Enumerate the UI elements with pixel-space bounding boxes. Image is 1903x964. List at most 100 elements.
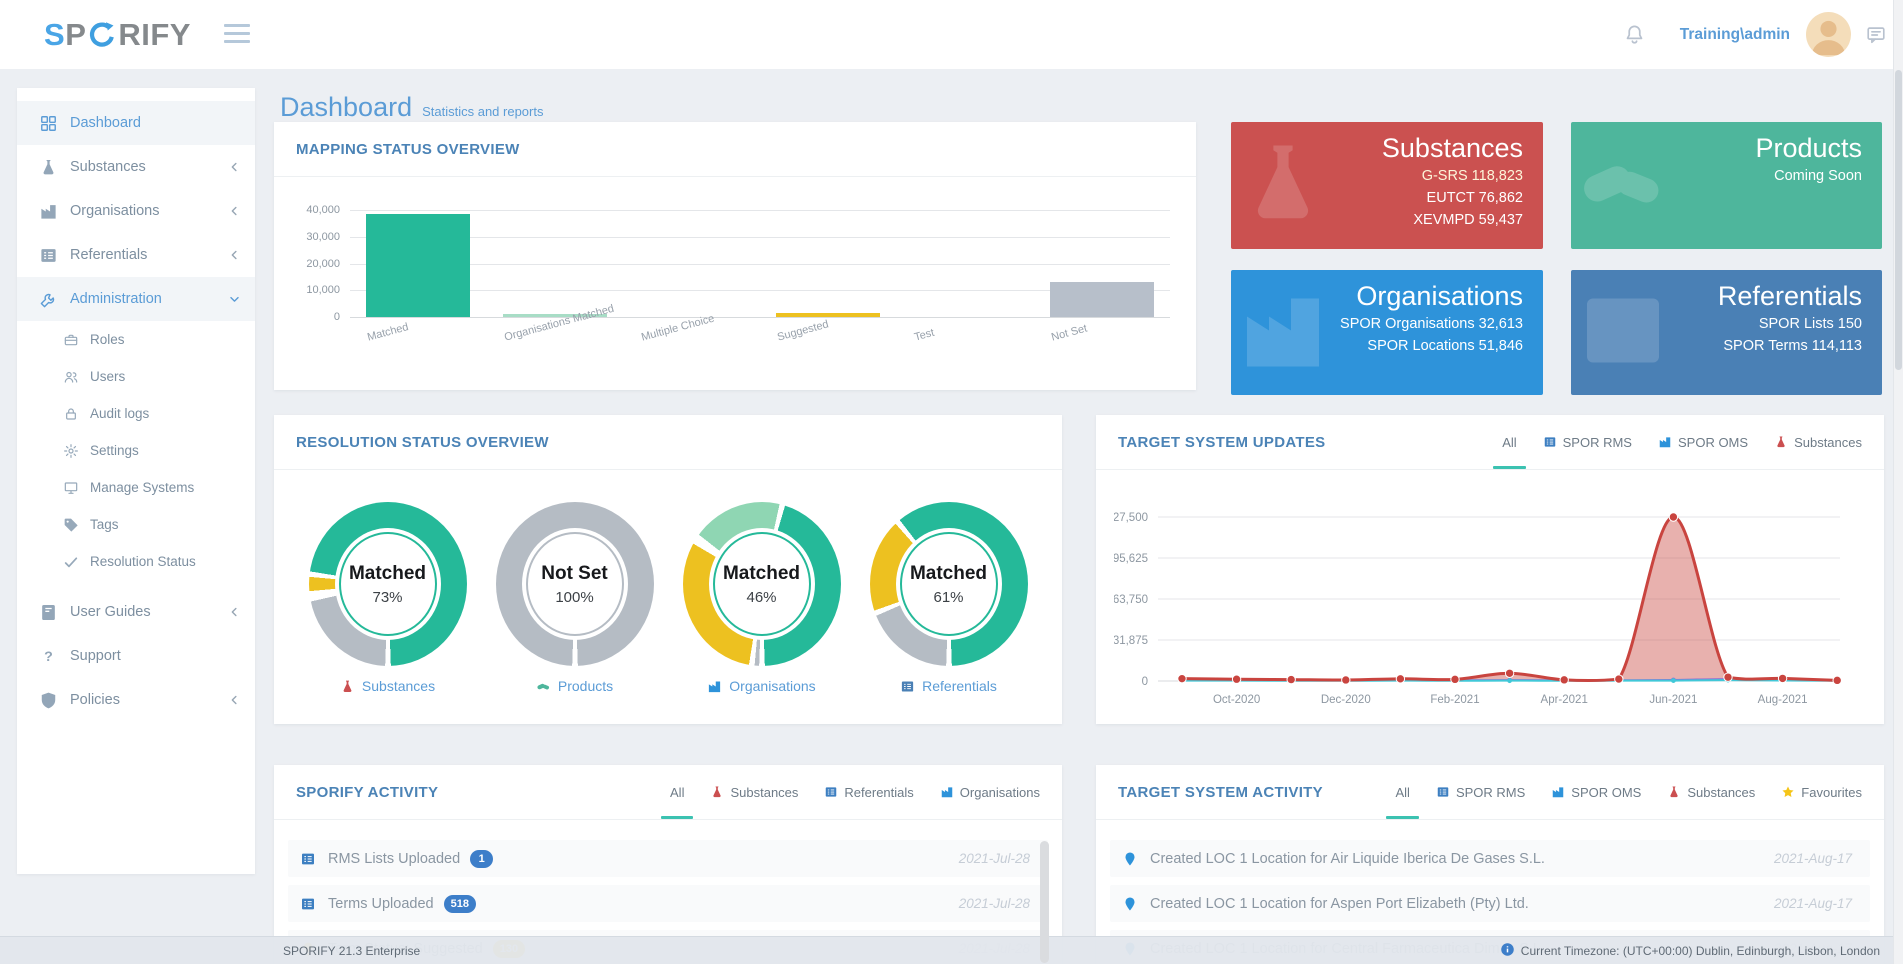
notifications-bell-icon[interactable]: [1623, 23, 1646, 46]
donut-caption-substances[interactable]: Substances: [340, 678, 435, 694]
stat-card-referentials[interactable]: Referentials SPOR Lists 150 SPOR Terms 114…: [1571, 270, 1882, 395]
tab-referentials[interactable]: Referentials: [824, 765, 914, 819]
tab-label: Organisations: [959, 784, 1040, 800]
gear-icon: [64, 443, 78, 458]
gridline: [350, 317, 1170, 318]
bar-suggested[interactable]: [776, 312, 881, 317]
sync-arrows-icon: [90, 21, 115, 47]
stat-card-substances[interactable]: Substances G-SRS 118,823 EUTCT 76,862 XEVMP…: [1231, 122, 1543, 249]
chevron-left-icon: [228, 694, 241, 707]
sidebar-item-label: Support: [70, 648, 121, 664]
sidebar-item-label: Administration: [70, 291, 162, 307]
bar-matched[interactable]: [366, 214, 471, 317]
sidebar-item-policies[interactable]: Policies: [17, 678, 255, 722]
activity-row[interactable]: Created LOC 1 Location for Aspen Port El…: [1110, 885, 1870, 922]
sidebar-subitem-manage-systems[interactable]: Manage Systems: [17, 469, 255, 506]
tab-favourites[interactable]: Favourites: [1781, 765, 1862, 819]
chevron-down-icon: [228, 293, 241, 306]
donut-caption-referentials[interactable]: Referentials: [900, 678, 997, 694]
logo-letter-p: P: [65, 16, 87, 52]
donut-caption-label: Referentials: [922, 678, 997, 694]
svg-text:Apr-2021: Apr-2021: [1541, 694, 1588, 706]
donut-chart[interactable]: Matched 46%: [682, 502, 841, 666]
chat-icon[interactable]: [1865, 24, 1887, 46]
tab-all[interactable]: All: [660, 765, 695, 819]
sidebar-item-support[interactable]: ? Support: [17, 634, 255, 678]
donut-caption-organisations[interactable]: Organisations: [707, 678, 816, 694]
tab-spor-oms[interactable]: SPOR OMS: [1658, 415, 1748, 469]
sidebar-subitem-users[interactable]: Users: [17, 358, 255, 395]
sidebar-subitem-audit-logs[interactable]: Audit logs: [17, 395, 255, 432]
card-metric: SPOR Terms 114,113: [1723, 337, 1862, 354]
activity-row[interactable]: Terms Uploaded 518 2021-Jul-28: [288, 885, 1048, 922]
list-icon: [826, 787, 837, 797]
list-scrollbar[interactable]: [1040, 841, 1049, 963]
activity-row[interactable]: Created LOC 1 Location for Air Liquide I…: [1110, 840, 1870, 877]
sidebar-item-organisations[interactable]: Organisations: [17, 189, 255, 233]
page-scrollbar[interactable]: [1893, 0, 1903, 964]
stat-card-organisations[interactable]: Organisations SPOR Organisations 32,613 SP…: [1231, 270, 1543, 395]
panel-title: MAPPING STATUS OVERVIEW: [296, 140, 520, 158]
tab-spor-oms[interactable]: SPOR OMS: [1551, 765, 1641, 819]
activity-text: Created LOC 1 Location for Air Liquide I…: [1150, 850, 1545, 867]
svg-text:0: 0: [1142, 676, 1148, 688]
donut-caption-products[interactable]: Products: [536, 678, 613, 694]
donut-percentage: 61%: [933, 588, 964, 606]
tab-substances[interactable]: Substances: [710, 765, 798, 819]
activity-row[interactable]: RMS Lists Uploaded 1 2021-Jul-28: [288, 840, 1048, 877]
donut-chart[interactable]: Matched 61%: [869, 502, 1028, 666]
sidebar-subitem-resolution-status[interactable]: Resolution Status: [17, 543, 255, 580]
avatar[interactable]: [1806, 12, 1851, 57]
tab-spor-rms[interactable]: SPOR RMS: [1436, 765, 1525, 819]
monitor-icon: [64, 481, 78, 494]
donut-chart[interactable]: Not Set 100%: [495, 502, 654, 666]
count-badge: 1: [470, 849, 494, 868]
donut-organisations: Matched 46% Organisations: [682, 502, 841, 694]
bar-organisations-matched[interactable]: [503, 314, 607, 317]
card-body: Referentials SPOR Lists 150 SPOR Terms 114…: [1718, 279, 1862, 358]
tab-all[interactable]: All: [1386, 765, 1420, 819]
sidebar-item-substances[interactable]: Substances: [17, 145, 255, 189]
info-icon: [1500, 942, 1515, 960]
sidebar-item-dashboard[interactable]: Dashboard: [17, 101, 255, 145]
panel-header: SPORIFY ACTIVITY All Substances Referentia…: [274, 765, 1062, 820]
tab-spor-rms[interactable]: SPOR RMS: [1543, 415, 1632, 469]
tab-label: SPOR OMS: [1571, 784, 1642, 800]
page-title: Dashboard Statistics and reports: [280, 92, 543, 123]
tab-substances[interactable]: Substances: [1667, 765, 1755, 819]
tab-label: Favourites: [1801, 784, 1862, 800]
lock-icon: [66, 407, 76, 420]
sidebar-item-user-guides[interactable]: User Guides: [17, 590, 255, 634]
book-icon: [42, 604, 55, 620]
tab-organisations[interactable]: Organisations: [940, 765, 1040, 819]
card-watermark-list: [1575, 282, 1671, 383]
page-title-text: Dashboard: [280, 92, 413, 122]
sidebar-item-referentials[interactable]: Referentials: [17, 233, 255, 277]
sidebar-item-label: Organisations: [70, 203, 160, 219]
svg-text:Aug-2021: Aug-2021: [1758, 694, 1808, 706]
question-icon: ?: [44, 648, 53, 664]
tab-all[interactable]: All: [1492, 415, 1527, 469]
card-watermark-flask: [1235, 135, 1331, 236]
stat-card-products[interactable]: Products Coming Soon: [1571, 122, 1882, 249]
page-scrollbar-thumb[interactable]: [1895, 70, 1902, 370]
panel-header: TARGET SYSTEM UPDATES All SPOR RMS SPOR OM…: [1096, 415, 1884, 470]
list-icon: [1544, 437, 1555, 447]
sidebar-subitem-label: Resolution Status: [90, 554, 196, 569]
user-menu[interactable]: Training\admin: [1679, 25, 1790, 43]
bar-not-set[interactable]: [1049, 282, 1154, 317]
donut-chart[interactable]: Matched 73%: [308, 502, 467, 666]
sidebar-item-administration[interactable]: Administration: [17, 277, 255, 321]
sidebar-subitem-tags[interactable]: Tags: [17, 506, 255, 543]
briefcase-icon: [64, 334, 78, 345]
tab-substances[interactable]: Substances: [1774, 415, 1862, 469]
tab-label: SPOR OMS: [1677, 434, 1749, 450]
target-system-activity-panel: TARGET SYSTEM ACTIVITY All SPOR RMS SPOR O…: [1096, 765, 1884, 964]
menu-toggle-icon[interactable]: [224, 24, 250, 44]
sidebar-subitem-settings[interactable]: Settings: [17, 432, 255, 469]
card-metric: SPOR Lists 150: [1758, 316, 1862, 333]
donut-inner-ring: [338, 532, 437, 636]
sidebar-subitem-roles[interactable]: Roles: [17, 321, 255, 358]
svg-text:Dec-2020: Dec-2020: [1321, 694, 1371, 706]
